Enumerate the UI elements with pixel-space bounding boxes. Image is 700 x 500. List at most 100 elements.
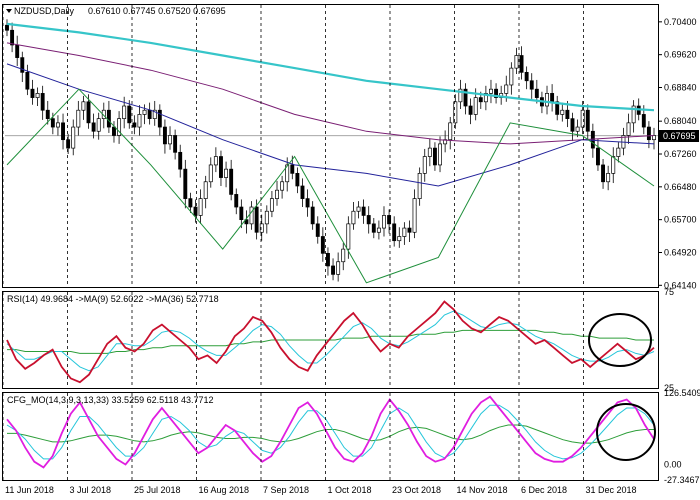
candle-body	[412, 198, 417, 233]
candle-body	[188, 198, 193, 208]
candle-body	[30, 88, 35, 98]
candle-body	[20, 57, 25, 73]
rsi-tick-label: 25	[664, 383, 674, 393]
candle-body	[494, 88, 499, 98]
rsi-line	[6, 300, 655, 384]
candle-body	[489, 88, 493, 94]
overlay-ma200	[6, 22, 655, 112]
candle-body	[137, 114, 142, 128]
price-title: NZDUSD,Daily	[14, 6, 75, 16]
candle-body	[66, 139, 71, 149]
price-panel-frame	[2, 4, 659, 288]
y-tick-label: 0.70400	[664, 17, 697, 27]
candle-body	[285, 164, 290, 183]
candle-body	[168, 135, 172, 145]
candle-body	[402, 227, 407, 237]
candle-body	[397, 236, 402, 242]
candle-body	[96, 118, 101, 132]
candle-body	[86, 101, 91, 124]
candle-body	[76, 109, 81, 128]
cfg-panel-frame	[2, 392, 659, 481]
candle-body	[162, 126, 167, 145]
candle-body	[336, 261, 341, 275]
candle-body	[91, 122, 96, 132]
candle-body	[219, 156, 223, 178]
x-tick-label: 7 Sep 2018	[263, 485, 309, 495]
candle-body	[229, 168, 234, 195]
candle-body	[631, 105, 636, 124]
price-y-axis: 0.70400 0.69620 0.68840 0.68040 0.67260 0.664…	[658, 17, 697, 290]
candle-body	[122, 105, 127, 119]
candle-body	[112, 126, 116, 136]
candle-body	[463, 88, 468, 107]
candle-body	[585, 109, 590, 132]
candle-body	[310, 206, 315, 225]
candle-body	[213, 156, 218, 166]
candle-body	[626, 122, 631, 136]
cfg-title: CFG_MO(14,3,9,3,13,33) 33.5259 62.5118 4…	[7, 395, 213, 405]
candle-body	[361, 206, 366, 216]
candle-body	[509, 67, 514, 86]
cfg-highlight-circle	[596, 403, 656, 461]
candle-body	[244, 219, 249, 225]
y-tick-label: 0.64920	[664, 247, 697, 257]
candle-body	[183, 168, 188, 199]
candle-body	[366, 215, 371, 225]
candle-body	[254, 206, 259, 233]
y-tick-label: 0.65700	[664, 215, 697, 225]
rsi-title: RSI(14) 49.9684 ->MA(9) 52.6022 ->MA(36)…	[7, 294, 219, 304]
candle-body	[570, 118, 575, 132]
candle-body	[305, 198, 310, 208]
price-ohlc: 0.67610 0.67745 0.67520 0.67695	[88, 6, 226, 16]
candle-body	[590, 130, 595, 149]
cfg-tick-label: 0.00	[664, 460, 682, 470]
price-candles	[5, 19, 656, 282]
candle-body	[35, 93, 40, 98]
overlay-bollinger	[6, 88, 655, 284]
candle-body	[534, 88, 539, 98]
cfg-tick-label: 126.5409	[664, 388, 700, 398]
candle-body	[524, 71, 529, 82]
candle-body	[473, 97, 478, 115]
candle-body	[529, 80, 534, 90]
candle-body	[422, 156, 427, 174]
rsi-line	[7, 329, 654, 354]
last-price-label: 0.67695	[663, 131, 696, 141]
candle-body	[193, 206, 198, 216]
candle-body	[280, 181, 285, 191]
candle-body	[407, 227, 412, 233]
x-tick-label: 23 Oct 2018	[392, 485, 441, 495]
candle-body	[208, 164, 213, 183]
y-tick-label: 0.66480	[664, 182, 697, 192]
candle-body	[259, 223, 264, 233]
candle-body	[427, 147, 432, 157]
candle-body	[290, 164, 295, 174]
overlay-ma50	[6, 63, 655, 187]
x-tick-label: 1 Oct 2018	[328, 485, 372, 495]
x-tick-label: 3 Jul 2018	[70, 485, 112, 495]
x-tick-label: 11 Jun 2018	[5, 485, 54, 495]
candle-body	[295, 173, 300, 187]
candle-body	[203, 181, 208, 199]
price-header: NZDUSD,Daily 0.67610 0.67745 0.67520 0.6…	[6, 6, 226, 16]
candle-body	[249, 206, 254, 225]
x-tick-label: 25 Jul 2018	[134, 485, 181, 495]
candle-body	[376, 227, 381, 233]
candle-body	[142, 109, 147, 115]
cfg-y-axis: 126.5409 0.00 -27.3467	[664, 388, 700, 485]
candle-body	[351, 210, 356, 225]
candle-body	[269, 198, 274, 212]
cfg-line	[6, 395, 655, 469]
candle-body	[300, 185, 305, 199]
candle-body	[234, 194, 239, 208]
candle-body	[458, 88, 463, 103]
candle-body	[382, 215, 386, 229]
candle-body	[555, 101, 560, 115]
y-tick-label: 0.68840	[664, 82, 697, 92]
candle-body	[81, 101, 86, 111]
candle-body	[198, 198, 203, 216]
candle-body	[25, 71, 30, 90]
candle-body	[478, 97, 483, 103]
candle-body	[40, 93, 45, 111]
